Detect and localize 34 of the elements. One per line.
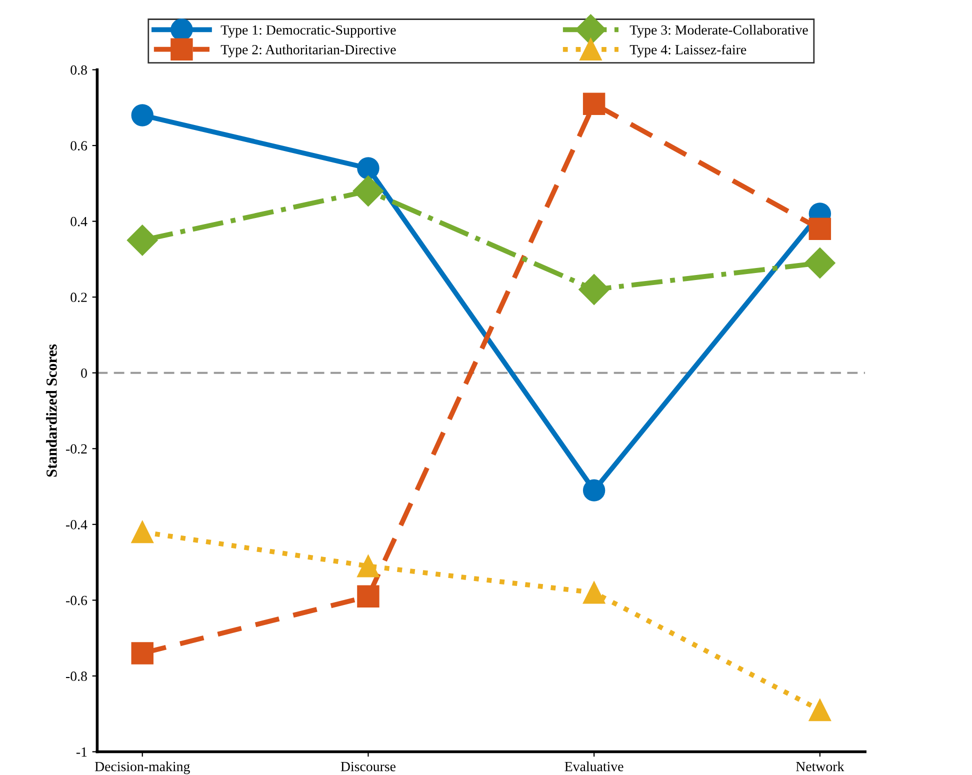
- x-tick-label: Decision-making: [94, 761, 190, 774]
- point: [582, 479, 606, 502]
- point: [808, 698, 832, 722]
- point: [808, 218, 832, 240]
- point: [131, 642, 154, 664]
- point: [352, 176, 384, 206]
- y-tick-label: 0.2: [70, 292, 87, 302]
- y-axis-title: Standardized Scores: [46, 344, 57, 477]
- point: [131, 520, 154, 544]
- x-tick-label: Evaluative: [564, 761, 624, 772]
- x-tick-label: Discourse: [340, 762, 396, 772]
- point: [582, 582, 606, 604]
- y-tick-label: 0.6: [70, 141, 88, 151]
- legend-label: Type 4: Laissez-faire: [630, 44, 746, 58]
- legend-label: Type 1: Democratic-Supportive: [220, 25, 396, 38]
- y-tick-label: -1: [76, 747, 87, 757]
- legend-label: Type 2: Authoritarian-Directive: [220, 44, 396, 58]
- point: [357, 157, 380, 180]
- y-tick-label: 0: [81, 368, 87, 378]
- y-tick-label: -0.8: [66, 672, 87, 681]
- point: [357, 585, 380, 608]
- y-tick-label: 0.8: [70, 65, 87, 75]
- point: [131, 104, 154, 126]
- y-tick-label: -0.4: [66, 520, 88, 530]
- legend-label: Type 3: Moderate-Collaborative: [630, 24, 808, 38]
- point: [578, 274, 610, 305]
- y-tick-label: -0.2: [66, 444, 87, 454]
- point: [357, 554, 380, 578]
- y-tick-label: 0.4: [70, 216, 88, 226]
- point: [582, 92, 606, 115]
- point: [804, 248, 836, 278]
- y-tick-label: -0.6: [66, 596, 88, 606]
- point: [126, 224, 158, 256]
- x-tick-label: Network: [796, 761, 844, 772]
